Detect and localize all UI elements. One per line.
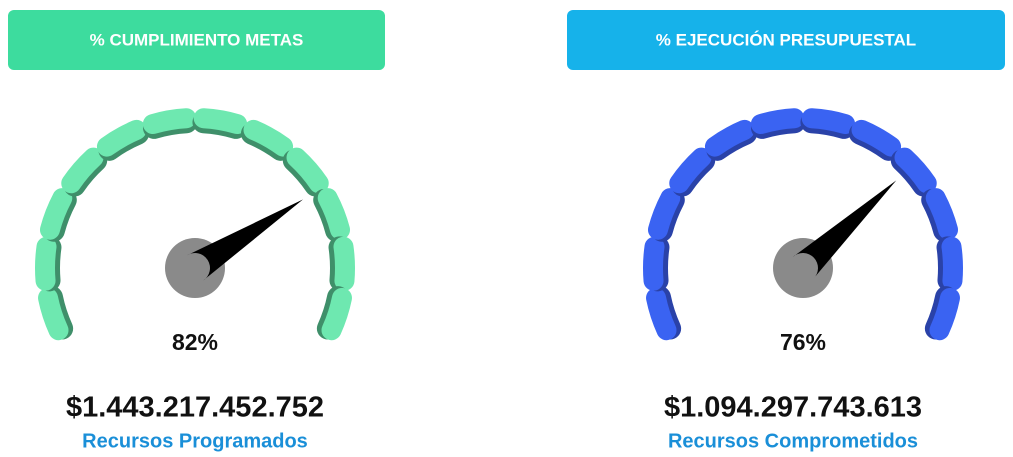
gauge-segment bbox=[39, 188, 73, 240]
header-box bbox=[8, 10, 385, 70]
subtitle: Recursos Programados bbox=[82, 430, 308, 452]
gauge-segment bbox=[142, 108, 197, 135]
gauge-segment bbox=[193, 108, 248, 135]
gauge-segment bbox=[941, 236, 963, 291]
header-box bbox=[567, 10, 1005, 70]
gauge-segment bbox=[801, 108, 856, 135]
subtitle: Recursos Comprometidos bbox=[668, 430, 918, 452]
gauge-segment bbox=[643, 236, 665, 291]
gauge-segment bbox=[646, 287, 677, 341]
gauge-needle bbox=[792, 180, 897, 279]
gauge-segment bbox=[929, 287, 960, 341]
gauge-value-label: 82% bbox=[172, 329, 218, 355]
gauge-segment bbox=[750, 108, 805, 135]
gauge-segment bbox=[321, 287, 352, 341]
gauge-needle bbox=[186, 199, 304, 281]
gauge-segment bbox=[669, 147, 712, 194]
gauge-segment bbox=[647, 188, 681, 240]
gauge-segment bbox=[286, 147, 329, 194]
header-title: % CUMPLIMIENTO METAS bbox=[90, 30, 304, 49]
gauge-segment bbox=[35, 236, 57, 291]
gauge-segment bbox=[61, 147, 104, 194]
gauge-segment bbox=[38, 287, 69, 341]
gauge-segment bbox=[243, 119, 294, 157]
gauge-segment bbox=[925, 188, 959, 240]
gauge-segment bbox=[96, 119, 147, 157]
gauge-segment bbox=[894, 147, 937, 194]
gauge-segment bbox=[704, 119, 755, 157]
header-title: % EJECUCIÓN PRESUPUESTAL bbox=[656, 30, 916, 49]
gauge-segment bbox=[851, 119, 902, 157]
gauge-segment bbox=[333, 236, 355, 291]
amount: $1.443.217.452.752 bbox=[66, 392, 324, 424]
gauge-segment bbox=[317, 188, 351, 240]
gauge-value-label: 76% bbox=[780, 329, 826, 355]
amount: $1.094.297.743.613 bbox=[664, 392, 922, 424]
